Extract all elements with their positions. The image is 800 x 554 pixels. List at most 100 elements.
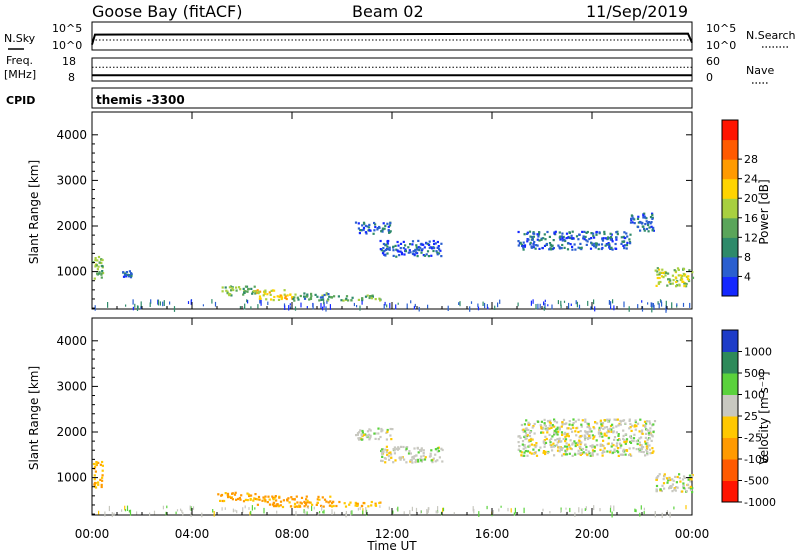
- velocity-cell: [99, 463, 102, 466]
- power-cell: [523, 244, 527, 247]
- xtick-label: 00:00: [75, 527, 110, 541]
- power-cell: [423, 246, 426, 249]
- velocity-cell: [403, 458, 406, 461]
- power-cell: [537, 235, 540, 238]
- velocity-cell: [598, 428, 601, 431]
- power-cell: [593, 242, 596, 245]
- velocity-cell: [544, 435, 547, 438]
- velocity-cell: [535, 442, 538, 445]
- power-cell: [526, 231, 529, 234]
- velocity-cell: [641, 432, 644, 435]
- power-cell: [663, 271, 666, 274]
- velocity-cell: [279, 504, 282, 507]
- power-cell: [270, 289, 273, 292]
- velocity-cell: [601, 435, 604, 438]
- velocity-cell: [607, 420, 610, 423]
- velocity-cell: [632, 437, 636, 440]
- power-cell: [250, 306, 252, 310]
- power-cell: [238, 286, 241, 289]
- velocity-cell: [408, 450, 411, 453]
- velocity-cell: [392, 461, 395, 464]
- power-cell: [606, 243, 609, 246]
- velocity-cell: [578, 439, 581, 442]
- velocity-cell: [317, 512, 319, 516]
- velocity-cell: [237, 497, 240, 501]
- velocity-cell: [540, 431, 543, 434]
- power-cell: [548, 242, 552, 245]
- velocity-cell: [295, 511, 297, 516]
- velocity-cell: [598, 426, 601, 429]
- power-cell: [283, 293, 286, 296]
- power-cell: [615, 238, 618, 241]
- freq-label-1: Freq.: [6, 54, 33, 67]
- power-cell: [283, 289, 286, 292]
- power-cell: [651, 228, 654, 231]
- power-cell: [100, 258, 103, 261]
- velocity-cell: [522, 447, 525, 450]
- velocity-cell: [598, 431, 601, 434]
- velocity-cell: [356, 432, 360, 435]
- velocity-cell: [523, 454, 526, 457]
- velocity-cell: [256, 503, 259, 506]
- power-cell: [399, 247, 402, 250]
- power-cell: [374, 223, 377, 226]
- power-cell: [247, 299, 249, 304]
- velocity-cell: [591, 446, 594, 449]
- power-cell: [540, 238, 543, 241]
- power-cell: [616, 233, 619, 236]
- power-cell: [561, 239, 564, 242]
- velocity-cell: [691, 491, 694, 494]
- velocity-cell: [553, 418, 556, 421]
- velocity-cell: [544, 450, 547, 453]
- power-cell: [225, 289, 228, 292]
- velocity-cell: [233, 493, 237, 496]
- power-cell: [366, 225, 369, 228]
- velocity-cell: [662, 478, 665, 481]
- velocity-cell: [370, 504, 373, 507]
- velocity-cell: [492, 510, 494, 514]
- power-cell: [658, 268, 661, 271]
- velocity-cell: [581, 419, 584, 422]
- power-cell: [404, 244, 407, 247]
- velocity-cell: [564, 431, 567, 434]
- power-cell: [125, 274, 128, 277]
- power-cell: [610, 301, 612, 308]
- power-cell: [630, 214, 633, 217]
- velocity-cell: [651, 451, 654, 454]
- velocity-cell: [542, 451, 545, 454]
- power-cell: [589, 247, 593, 250]
- velocity-cell: [564, 451, 567, 454]
- power-cell: [438, 248, 441, 251]
- velocity-cell: [561, 423, 564, 426]
- velocity-cell: [565, 434, 568, 437]
- velocity-cell: [572, 418, 575, 421]
- velocity-cell: [414, 459, 418, 462]
- velocity-cell: [622, 453, 625, 456]
- velocity-cell: [636, 442, 639, 446]
- velocity-cell: [585, 506, 587, 511]
- power-cell: [644, 216, 647, 219]
- velocity-cell: [149, 512, 151, 516]
- power-cell: [579, 242, 582, 245]
- velocity-cell: [547, 419, 550, 423]
- power-cell: [425, 253, 428, 256]
- power-cell: [643, 212, 646, 215]
- velocity-cell: [381, 459, 384, 463]
- power-cell: [102, 272, 105, 275]
- velocity-cell: [278, 496, 281, 499]
- velocity-cell: [638, 430, 641, 433]
- velocity-cell: [527, 445, 530, 448]
- power-cell: [325, 306, 327, 312]
- velocity-cell: [670, 485, 673, 488]
- power-cell: [561, 243, 564, 247]
- velocity-cell: [405, 461, 408, 464]
- velocity-cell: [309, 501, 312, 504]
- velocity-cell: [238, 496, 241, 500]
- power-cell: [159, 301, 161, 306]
- velocity-cell: [359, 429, 362, 432]
- velocity-cell: [374, 502, 377, 505]
- velocity-cell: [543, 422, 546, 425]
- velocity-cell: [530, 443, 533, 446]
- velocity-cell: [588, 452, 591, 455]
- velocity-cell: [221, 507, 223, 511]
